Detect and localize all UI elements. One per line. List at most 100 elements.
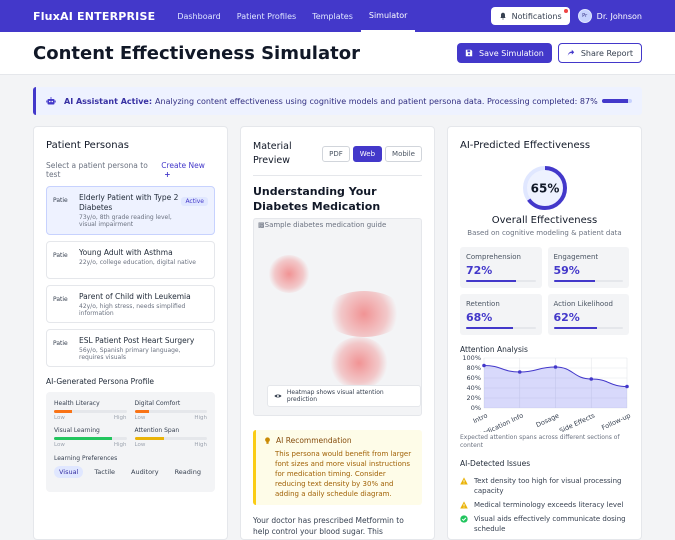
metric-comprehension: Comprehension 72%	[460, 247, 542, 288]
learning-preferences-label: Learning Preferences	[54, 455, 118, 462]
warning-icon	[460, 477, 468, 485]
persona-image: Patie	[53, 197, 68, 204]
document-title: Understanding Your Diabetes Medication	[253, 185, 381, 213]
page-header: Content Effectiveness Simulator Save Sim…	[0, 32, 675, 75]
alert-text: Analyzing content effectiveness using co…	[155, 96, 598, 106]
nav-links: Dashboard Patient Profiles Templates Sim…	[169, 0, 416, 32]
data-point	[589, 377, 594, 381]
heatmap-preview[interactable]: ▩Sample diabetes medication guide Heatma…	[253, 218, 422, 416]
preference-chip[interactable]: Visual	[54, 466, 84, 478]
issue-text: Text density too high for visual process…	[474, 477, 622, 495]
plus-icon: +	[164, 170, 171, 179]
share-report-button[interactable]: Share Report	[557, 43, 642, 63]
issue-item: Visual aids effectively communicate dosi…	[460, 514, 629, 534]
card-title: Material Preview	[253, 141, 292, 166]
nav-link-templates[interactable]: Templates	[312, 11, 353, 21]
avatar: Pr	[577, 9, 592, 23]
preference-chip[interactable]: Auditory	[131, 468, 159, 476]
save-simulation-button[interactable]: Save Simulation	[457, 43, 552, 63]
broken-image-alt: ▩Sample diabetes medication guide	[254, 219, 421, 231]
metric-value: 68%	[466, 311, 493, 324]
low-label: Low	[134, 415, 146, 421]
active-badge: Active	[181, 197, 208, 206]
card-title: AI-Predicted Effectiveness	[460, 140, 591, 151]
select-persona-text: Select a patient persona to test	[46, 161, 148, 179]
mode-button-web[interactable]: Web	[352, 146, 383, 162]
series-area	[484, 365, 627, 408]
metric-retention: Retention 68%	[460, 294, 542, 335]
ai-assistant-alert: AI Assistant Active: Analyzing content e…	[33, 87, 642, 115]
brand-logo[interactable]: FluxAI ENTERPRISE	[33, 9, 156, 23]
persona-name: Young Adult with Asthma	[79, 248, 173, 257]
persona-image: Patie	[53, 296, 68, 303]
persona-desc: 22y/o, college education, digital native	[79, 259, 196, 266]
issue-item: Text density too high for visual process…	[460, 476, 629, 496]
y-tick-label: 40%	[467, 384, 481, 392]
slider-fill	[134, 410, 149, 413]
high-label: High	[194, 415, 207, 421]
profile-slider: Health Literacy Low High	[54, 400, 127, 421]
slider-track	[134, 410, 207, 413]
metric-label: Action Likelihood	[553, 300, 613, 308]
slider-range: Low High	[54, 442, 127, 448]
metric-label: Engagement	[553, 253, 599, 261]
persona-list[interactable]: Patie Elderly Patient with Type 2 Diabet…	[34, 179, 227, 369]
data-point	[482, 363, 486, 368]
heatmap-hotspot	[329, 337, 389, 389]
heatmap-hotspot	[268, 255, 310, 293]
nav-link-patient-profiles[interactable]: Patient Profiles	[236, 11, 297, 21]
high-label: High	[113, 415, 127, 421]
x-tick-label: Intro	[472, 412, 489, 426]
issue-text: Visual aids effectively communicate dosi…	[474, 515, 626, 533]
heatmap-caption: Heatmap shows visual attention predictio…	[267, 385, 421, 407]
save-icon	[465, 49, 473, 57]
gauge-value: 65%	[530, 182, 559, 196]
share-icon	[567, 49, 575, 56]
slider-fill	[134, 437, 164, 440]
low-label: Low	[54, 415, 65, 421]
mode-button-mobile[interactable]: Mobile	[385, 146, 422, 162]
notifications-button[interactable]: Notifications	[490, 7, 570, 25]
bell-icon	[499, 12, 506, 20]
recommendation-text: This persona would benefit from larger f…	[275, 450, 412, 498]
material-preview-card: Material Preview PDF Web Mobile Understand…	[240, 126, 435, 540]
top-nav: FluxAI ENTERPRISE Dashboard Patient Prof…	[0, 0, 675, 32]
persona-item[interactable]: Patie Elderly Patient with Type 2 Diabet…	[46, 186, 215, 235]
metric-engagement: Engagement 59%	[547, 247, 629, 288]
predicted-effectiveness-card: AI-Predicted Effectiveness 65% Overall E…	[447, 126, 642, 540]
slider-track	[134, 437, 207, 440]
slider-label: Health Literacy	[54, 400, 100, 407]
persona-profile: Health Literacy Low High Digital Comfort Low…	[46, 392, 215, 492]
nav-link-dashboard[interactable]: Dashboard	[177, 11, 221, 21]
slider-label: Visual Learning	[54, 427, 100, 434]
persona-item[interactable]: Patie Young Adult with Asthma 22y/o, col…	[46, 241, 215, 279]
slider-fill	[54, 437, 112, 440]
image-icon: ▩	[258, 221, 265, 229]
preference-chip[interactable]: Tactile	[94, 468, 116, 476]
persona-image: Patie	[53, 340, 68, 347]
metric-bar	[553, 327, 623, 329]
high-label: High	[113, 442, 127, 448]
overall-label: Overall Effectiveness	[491, 215, 598, 226]
persona-item[interactable]: Patie Parent of Child with Leukemia 42y/…	[46, 285, 215, 323]
nav-link-simulator[interactable]: Simulator	[360, 0, 416, 32]
preference-chip[interactable]: Reading	[174, 468, 201, 476]
profile-slider: Attention Span Low High	[134, 427, 207, 448]
metric-bar	[466, 327, 536, 329]
y-tick-label: 0%	[471, 404, 481, 412]
patient-personas-card: Patient Personas Select a patient person…	[33, 126, 228, 540]
heatmap-hotspot	[324, 291, 404, 337]
metric-label: Retention	[466, 300, 500, 308]
metric-bar-fill	[553, 280, 595, 282]
metric-bar-fill	[466, 327, 514, 329]
divider	[253, 175, 422, 176]
user-menu[interactable]: Pr Dr. Johnson	[577, 9, 642, 23]
mode-button-pdf[interactable]: PDF	[322, 146, 350, 162]
issue-text: Medical terminology exceeds literacy lev…	[474, 501, 624, 509]
create-new-button[interactable]: Create New +	[161, 161, 215, 179]
issues-title: AI-Detected Issues	[460, 459, 531, 468]
warning-icon	[460, 501, 468, 509]
persona-name: Elderly Patient with Type 2 Diabetes	[79, 193, 179, 212]
low-label: Low	[134, 442, 146, 448]
persona-item[interactable]: Patie ESL Patient Post Heart Surgery 56y…	[46, 329, 215, 367]
